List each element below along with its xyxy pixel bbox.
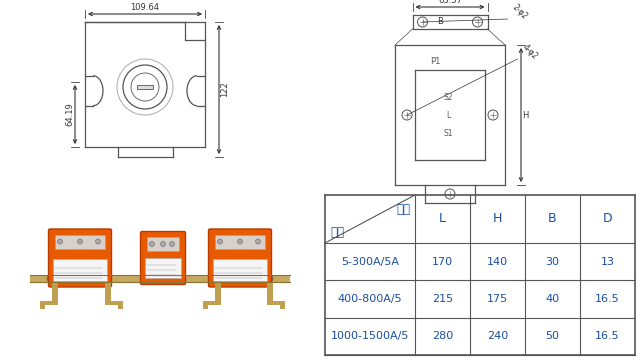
Text: 50: 50 [545, 331, 560, 341]
Text: 170: 170 [432, 257, 453, 267]
Text: L: L [446, 110, 450, 119]
Text: 175: 175 [487, 294, 508, 304]
Text: S1: S1 [443, 129, 453, 138]
Text: B: B [437, 17, 443, 26]
Bar [55, 235, 105, 248]
Text: P1: P1 [430, 58, 440, 67]
Bar [147, 237, 179, 251]
Circle shape [96, 239, 101, 244]
Circle shape [160, 241, 165, 247]
Text: 40: 40 [545, 294, 560, 304]
Bar [145, 258, 181, 278]
Text: 64.19: 64.19 [65, 102, 74, 126]
Circle shape [217, 239, 222, 244]
FancyBboxPatch shape [49, 229, 112, 287]
FancyBboxPatch shape [208, 229, 272, 287]
Text: 2-φ2: 2-φ2 [510, 3, 529, 21]
Circle shape [47, 275, 53, 282]
Bar [215, 235, 265, 248]
Text: B: B [548, 212, 557, 226]
Circle shape [78, 239, 83, 244]
Text: 16.5: 16.5 [595, 331, 620, 341]
Text: 400-800A/5: 400-800A/5 [338, 294, 403, 304]
Text: 尺寸: 尺寸 [396, 203, 410, 216]
Circle shape [267, 275, 273, 282]
Text: 4-φ2: 4-φ2 [520, 43, 539, 61]
Text: 5-300A/5A: 5-300A/5A [341, 257, 399, 267]
Text: H: H [522, 110, 528, 119]
Text: 1000-1500A/5: 1000-1500A/5 [331, 331, 409, 341]
Text: 16.5: 16.5 [595, 294, 620, 304]
Circle shape [169, 241, 174, 247]
Text: L: L [439, 212, 446, 226]
Text: 30: 30 [545, 257, 560, 267]
Bar [213, 258, 267, 281]
Text: 规格: 规格 [330, 226, 344, 239]
Text: 13: 13 [601, 257, 615, 267]
Text: H: H [493, 212, 502, 226]
Circle shape [238, 239, 242, 244]
Bar [137, 85, 153, 89]
Text: D: D [603, 212, 612, 226]
Text: 280: 280 [432, 331, 453, 341]
Text: 140: 140 [487, 257, 508, 267]
Circle shape [149, 241, 154, 247]
Circle shape [58, 239, 63, 244]
FancyBboxPatch shape [140, 232, 185, 285]
Circle shape [256, 239, 260, 244]
Text: 240: 240 [487, 331, 508, 341]
Text: 215: 215 [432, 294, 453, 304]
Text: 109.64: 109.64 [131, 3, 160, 12]
Text: 122: 122 [220, 81, 229, 97]
Text: S2: S2 [443, 93, 453, 101]
Text: 63.57: 63.57 [438, 0, 462, 5]
Bar [53, 258, 107, 281]
